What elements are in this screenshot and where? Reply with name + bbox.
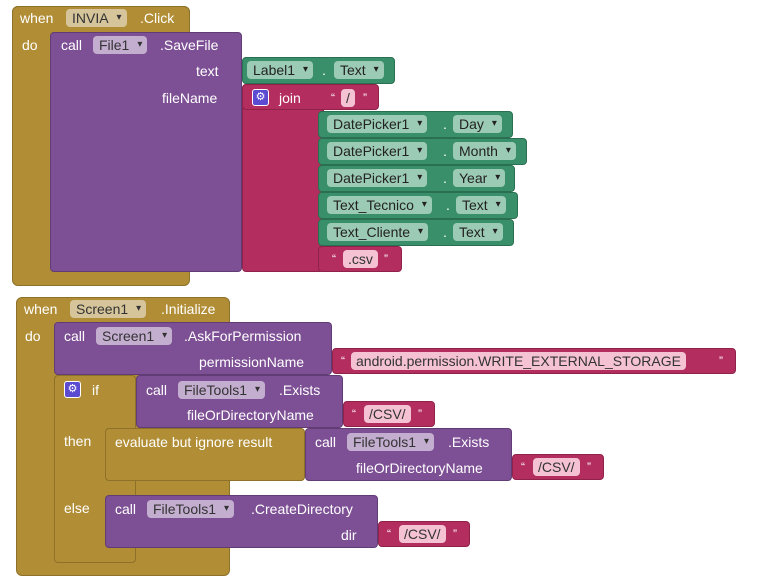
when-label: when <box>24 301 58 317</box>
param-filename-label: fileName <box>162 90 218 106</box>
method-name-label: .SaveFile <box>160 37 219 53</box>
join-label: join <box>279 90 301 106</box>
component-dropdown-text-cliente[interactable]: Text_Cliente <box>327 223 429 241</box>
param-path-label: fileOrDirectoryName <box>356 460 483 476</box>
gear-icon[interactable]: ⚙ <box>64 381 81 398</box>
property-dropdown-day[interactable]: Day <box>453 115 502 133</box>
call-label: call <box>146 382 168 398</box>
param-dir-label: dir <box>341 527 357 543</box>
quote-close: ” <box>384 252 388 266</box>
quote-open: “ <box>352 407 356 421</box>
getter-dot: . <box>322 62 326 78</box>
component-dropdown-label1[interactable]: Label1 <box>247 61 314 79</box>
getter-dot: . <box>443 170 447 186</box>
component-dropdown-screen1[interactable]: Screen1 <box>96 327 173 345</box>
param-text-label: text <box>196 63 219 79</box>
join-block[interactable] <box>242 84 324 272</box>
quote-open: “ <box>341 354 345 368</box>
gear-icon[interactable]: ⚙ <box>252 89 269 106</box>
when-label: when <box>20 10 54 26</box>
component-dropdown-screen1[interactable]: Screen1 <box>70 300 147 318</box>
call-label: call <box>115 501 137 517</box>
quote-open: “ <box>521 460 525 474</box>
method-name-label: .AskForPermission <box>184 328 302 344</box>
component-dropdown-file1[interactable]: File1 <box>93 36 148 54</box>
property-dropdown-text[interactable]: Text <box>453 223 503 241</box>
quote-close: ” <box>418 407 422 421</box>
string-value-slash[interactable]: / <box>341 89 355 107</box>
string-value-csv-path[interactable]: /CSV/ <box>364 405 411 423</box>
event-name-label: .Click <box>140 10 175 26</box>
property-dropdown-text[interactable]: Text <box>456 196 506 214</box>
component-dropdown-filetools1[interactable]: FileTools1 <box>147 500 235 518</box>
if-label: if <box>92 382 99 398</box>
quote-open: “ <box>332 252 336 266</box>
component-dropdown-datepicker1[interactable]: DatePicker1 <box>327 115 428 133</box>
component-dropdown-datepicker1[interactable]: DatePicker1 <box>327 142 428 160</box>
quote-close: ” <box>587 460 591 474</box>
component-dropdown-filetools1[interactable]: FileTools1 <box>347 433 435 451</box>
method-name-label: .CreateDirectory <box>251 501 353 517</box>
event-name-label: .Initialize <box>161 301 216 317</box>
call-label: call <box>315 434 337 450</box>
string-value-permission[interactable]: android.permission.WRITE_EXTERNAL_STORAG… <box>351 352 686 370</box>
property-dropdown-month[interactable]: Month <box>453 142 516 160</box>
getter-dot: . <box>443 143 447 159</box>
method-name-label: .Exists <box>448 434 490 450</box>
evaluate-ignore-label: evaluate but ignore result <box>115 434 273 450</box>
quote-open: “ <box>331 91 335 105</box>
call-label: call <box>61 37 83 53</box>
do-label: do <box>22 37 38 53</box>
quote-close: ” <box>719 354 723 368</box>
property-dropdown-text[interactable]: Text <box>334 61 384 79</box>
string-value-csv[interactable]: .csv <box>343 250 378 268</box>
component-dropdown-datepicker1[interactable]: DatePicker1 <box>327 169 428 187</box>
string-value-csv-path[interactable]: /CSV/ <box>533 458 580 476</box>
getter-dot: . <box>443 116 447 132</box>
call-file1-savefile-block[interactable] <box>50 32 242 272</box>
param-path-label: fileOrDirectoryName <box>187 407 314 423</box>
component-dropdown-invia[interactable]: INVIA <box>66 9 127 27</box>
getter-dot: . <box>446 197 450 213</box>
getter-dot: . <box>443 224 447 240</box>
string-value-csv-dir[interactable]: /CSV/ <box>399 525 446 543</box>
then-label: then <box>64 433 92 449</box>
component-dropdown-filetools1[interactable]: FileTools1 <box>178 381 266 399</box>
component-dropdown-text-tecnico[interactable]: Text_Tecnico <box>327 196 432 214</box>
else-label: else <box>64 500 90 516</box>
do-label: do <box>25 328 41 344</box>
quote-open: “ <box>387 527 391 541</box>
call-label: call <box>64 328 86 344</box>
property-dropdown-year[interactable]: Year <box>453 169 506 187</box>
quote-close: ” <box>453 527 457 541</box>
method-name-label: .Exists <box>279 382 321 398</box>
quote-close: ” <box>363 91 367 105</box>
evaluate-ignore-block[interactable] <box>105 428 305 481</box>
param-permissionname-label: permissionName <box>199 354 305 370</box>
